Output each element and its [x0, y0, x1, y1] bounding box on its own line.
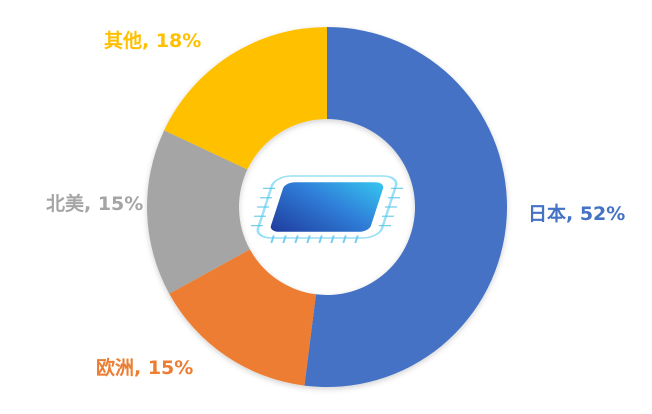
slice-europe [169, 249, 316, 386]
microchip-icon [250, 175, 404, 243]
labels-group: 日本, 52% 欧洲, 15% 北美, 15% 其他, 18% [46, 29, 625, 379]
slice-japan [304, 27, 507, 387]
slice-other [164, 27, 327, 170]
slices-group [146, 27, 507, 387]
slice-north-america [146, 130, 250, 294]
label-europe: 欧洲, 15% [96, 356, 193, 379]
label-other: 其他, 18% [104, 29, 201, 52]
label-north-america: 北美, 15% [46, 192, 143, 215]
label-japan: 日本, 52% [528, 202, 625, 225]
